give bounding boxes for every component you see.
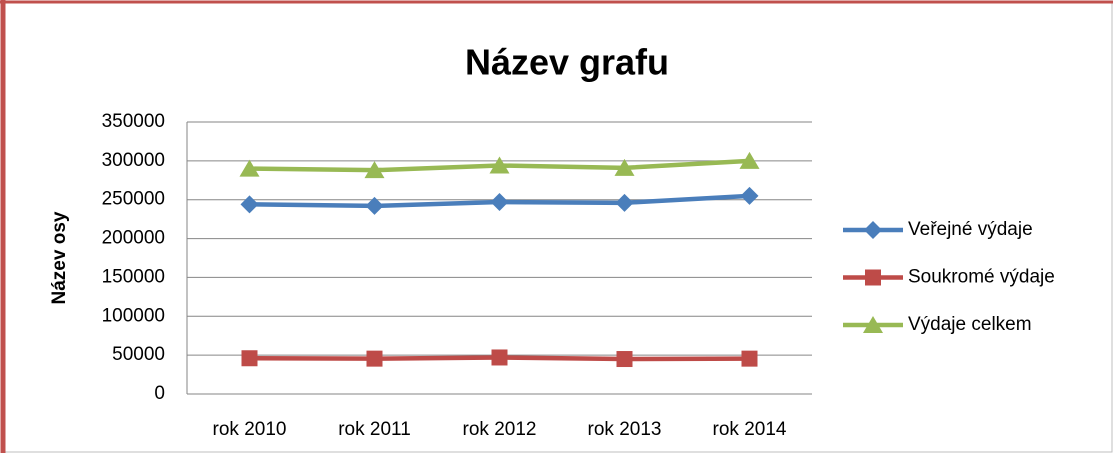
legend-marker bbox=[864, 221, 882, 239]
point bbox=[239, 159, 260, 177]
legend-marker bbox=[865, 269, 881, 286]
point bbox=[615, 193, 634, 212]
y-tick-label: 50000 bbox=[112, 344, 165, 365]
point bbox=[364, 161, 385, 179]
chart-title: Název grafu bbox=[465, 42, 669, 83]
x-tick-label: rok 2013 bbox=[588, 419, 662, 440]
legend-marker bbox=[863, 316, 883, 333]
point bbox=[741, 350, 758, 367]
y-tick-label: 350000 bbox=[102, 111, 165, 132]
x-tick-label: rok 2010 bbox=[213, 419, 287, 440]
point bbox=[614, 158, 635, 176]
x-tick-label: rok 2012 bbox=[463, 419, 537, 440]
x-tick-label: rok 2011 bbox=[338, 419, 411, 440]
y-tick-label: 150000 bbox=[102, 266, 165, 287]
y-tick-label: 200000 bbox=[102, 228, 165, 249]
point bbox=[616, 351, 633, 368]
y-tick-label: 300000 bbox=[102, 150, 165, 171]
point bbox=[739, 151, 760, 169]
point bbox=[366, 350, 383, 367]
y-tick-label: 0 bbox=[154, 383, 165, 404]
point bbox=[740, 186, 759, 205]
x-tick-label: rok 2014 bbox=[713, 419, 787, 440]
y-tick-label: 100000 bbox=[102, 305, 165, 326]
point bbox=[241, 350, 258, 367]
y-axis-label: Název osy bbox=[49, 211, 70, 304]
point bbox=[240, 195, 259, 214]
y-tick-label: 250000 bbox=[102, 189, 165, 210]
point bbox=[490, 193, 509, 212]
legend-label: Výdaje celkem bbox=[908, 314, 1032, 335]
point bbox=[365, 196, 384, 215]
legend-label: Soukromé výdaje bbox=[908, 267, 1055, 288]
point bbox=[489, 156, 510, 174]
legend-label: Veřejné výdaje bbox=[908, 219, 1033, 240]
point bbox=[491, 349, 508, 366]
